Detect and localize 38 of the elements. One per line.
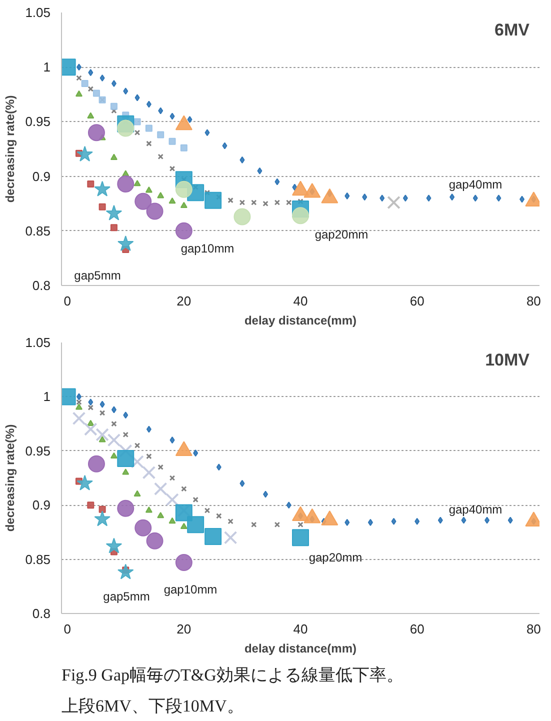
y-tick-label: 1.05 (25, 335, 51, 350)
x-tick-label: 40 (293, 622, 308, 636)
annotation: gap20mm (308, 550, 362, 564)
x-tick-label: 20 (176, 622, 192, 636)
y-tick-label: 0.95 (25, 443, 51, 458)
annotation: gap5mm (74, 268, 121, 282)
annotation: gap10mm (180, 242, 234, 256)
y-tick-label: 0.95 (25, 114, 51, 130)
y-tick-label: 0.8 (32, 606, 51, 621)
x-tick-label: 20 (176, 294, 192, 308)
y-tick-label: 1 (43, 60, 51, 75)
y-axis-title: decreasing rate(%) (3, 95, 18, 203)
x-tick-label: 40 (293, 294, 308, 308)
y-tick-label: 0.85 (25, 223, 51, 238)
x-tick-label: 60 (410, 622, 424, 636)
text: 6MV (494, 20, 530, 40)
y-tick-label: 0.9 (32, 168, 51, 184)
text: 上段6MV、下段10MV。 (62, 696, 244, 716)
x-axis-title: delay distance(mm) (244, 642, 357, 656)
y-tick-label: 1 (43, 389, 51, 404)
y-tick-label: 0.85 (25, 552, 51, 567)
y-tick-label: 0.9 (32, 498, 51, 513)
annotation: gap40mm (448, 178, 502, 192)
annotation: gap5mm (103, 590, 150, 604)
annotation: gap20mm (314, 228, 368, 242)
x-tick-label: 80 (526, 622, 541, 636)
x-tick-label: 0 (64, 294, 71, 308)
annotation: gap10mm (164, 582, 218, 596)
x-axis-title: delay distance(mm) (244, 314, 357, 328)
x-tick-label: 0 (64, 622, 71, 636)
y-axis-title: decreasing rate(%) (3, 424, 18, 532)
annotation: gap40mm (448, 502, 502, 516)
x-tick-label: 80 (526, 294, 541, 308)
y-tick-label: 0.8 (32, 278, 51, 293)
caption: Fig.9 Gap幅毎のT&G効果による線量低下率。 (62, 666, 404, 684)
text: 10MV (485, 350, 530, 370)
x-tick-label: 60 (410, 294, 424, 308)
y-tick-label: 1.05 (25, 5, 51, 20)
